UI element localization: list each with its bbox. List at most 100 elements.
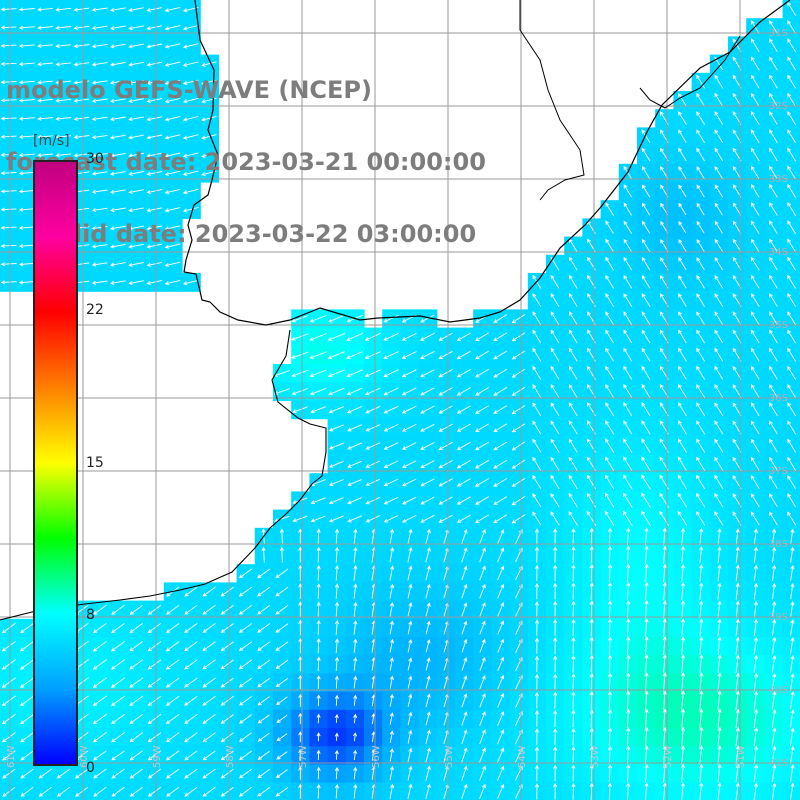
- wind-speed-cell: [782, 91, 800, 110]
- wind-vector: [553, 546, 558, 564]
- wind-speed-cell: [782, 273, 800, 292]
- wind-vector: [532, 420, 542, 435]
- wind-vector: [772, 564, 777, 581]
- wind-vector: [787, 183, 796, 198]
- wind-vector: [771, 618, 777, 636]
- wind-vector: [184, 750, 198, 761]
- wind-vector: [681, 654, 686, 674]
- wind-speed-cell: [782, 36, 800, 56]
- wind-vector: [769, 256, 778, 271]
- wind-vector: [644, 782, 649, 800]
- wind-vector: [699, 708, 704, 729]
- wind-vector: [769, 438, 778, 453]
- wind-vector: [401, 351, 417, 359]
- wind-vector: [316, 766, 321, 780]
- wind-vector: [699, 672, 704, 692]
- wind-vector: [532, 475, 542, 490]
- wind-vector: [91, 25, 108, 31]
- wind-vector: [769, 129, 778, 144]
- wind-vector: [641, 456, 651, 472]
- wind-vector: [750, 474, 760, 490]
- wind-vector: [147, 622, 162, 634]
- wind-vector: [662, 672, 667, 692]
- wind-vector: [128, 243, 144, 249]
- wind-vector: [678, 347, 687, 362]
- wind-vector: [18, 262, 35, 267]
- wind-vector: [347, 515, 362, 523]
- wind-vector: [334, 528, 340, 545]
- wind-vector: [334, 638, 340, 654]
- wind-vector: [553, 691, 558, 709]
- wind-vector: [184, 604, 198, 615]
- wind-speed-cell: [782, 436, 800, 456]
- wind-vector: [93, 768, 107, 779]
- wind-vector: [644, 527, 649, 546]
- wind-vector: [589, 764, 594, 782]
- wind-vector: [182, 152, 199, 158]
- wind-speed-cell: [782, 400, 800, 420]
- wind-vector: [18, 189, 35, 194]
- wind-vector: [184, 659, 198, 670]
- wind-vector: [238, 768, 252, 779]
- wind-vector: [55, 116, 72, 121]
- wind-vector: [407, 620, 413, 635]
- wind-vector: [257, 696, 270, 706]
- latitude-labels: 31S 32S 33S 34S 35S 36S 37S 38S 39S 40S 41S: [769, 28, 788, 769]
- wind-vector: [699, 636, 704, 655]
- wind-vector: [0, 43, 17, 48]
- wind-vector: [310, 515, 326, 523]
- wind-vector: [642, 202, 651, 216]
- wind-speed-cell: [782, 364, 800, 383]
- wind-vector: [568, 329, 578, 344]
- wind-vector: [479, 620, 486, 635]
- wind-vector: [383, 442, 399, 450]
- wind-vector: [550, 511, 560, 526]
- wind-vector: [678, 293, 687, 307]
- wind-vector: [438, 423, 453, 432]
- wind-vector: [298, 783, 303, 799]
- wind-vector: [298, 674, 303, 690]
- wind-vector: [364, 332, 381, 341]
- wind-vector: [129, 604, 143, 615]
- wind-vector: [751, 238, 760, 253]
- wind-vector: [644, 563, 649, 583]
- wind-vector: [771, 727, 777, 746]
- wind-vector: [129, 622, 144, 634]
- wind-vector: [18, 80, 35, 85]
- wind-vector: [644, 726, 649, 747]
- wind-vector: [182, 134, 199, 140]
- wind-vector: [605, 311, 614, 326]
- wind-vector: [364, 369, 381, 378]
- wind-vector: [605, 438, 615, 453]
- forecast-date: forecast date: 2023-03-21 00:00:00: [6, 148, 486, 176]
- wind-vector: [292, 406, 308, 414]
- wind-vector: [425, 620, 431, 635]
- wind-vector: [623, 311, 633, 326]
- wind-vector: [717, 528, 722, 545]
- wind-vector: [753, 636, 759, 655]
- wind-vector: [275, 678, 289, 688]
- wind-vector: [146, 43, 163, 49]
- wind-vector: [644, 672, 649, 692]
- wind-vector: [678, 420, 687, 435]
- wind-vector: [589, 745, 594, 764]
- wind-vector: [129, 732, 144, 743]
- wind-vector: [677, 492, 688, 508]
- wind-vector: [292, 515, 308, 523]
- wind-vector: [0, 243, 17, 249]
- wind-vector: [790, 582, 795, 600]
- wind-vector: [735, 745, 740, 765]
- wind-speed-cell: [782, 473, 800, 492]
- wind-vector: [550, 293, 560, 307]
- wind-vector: [534, 783, 539, 800]
- wind-vector: [55, 98, 72, 103]
- wind-vector: [497, 729, 505, 745]
- wind-vector: [202, 623, 216, 633]
- wind-vector: [750, 111, 760, 125]
- wind-vector: [532, 384, 542, 398]
- wind-vector: [534, 528, 539, 545]
- wind-vector: [623, 384, 633, 399]
- wind-vector: [623, 438, 633, 453]
- wind-vector: [37, 43, 53, 49]
- wind-vector: [662, 636, 667, 656]
